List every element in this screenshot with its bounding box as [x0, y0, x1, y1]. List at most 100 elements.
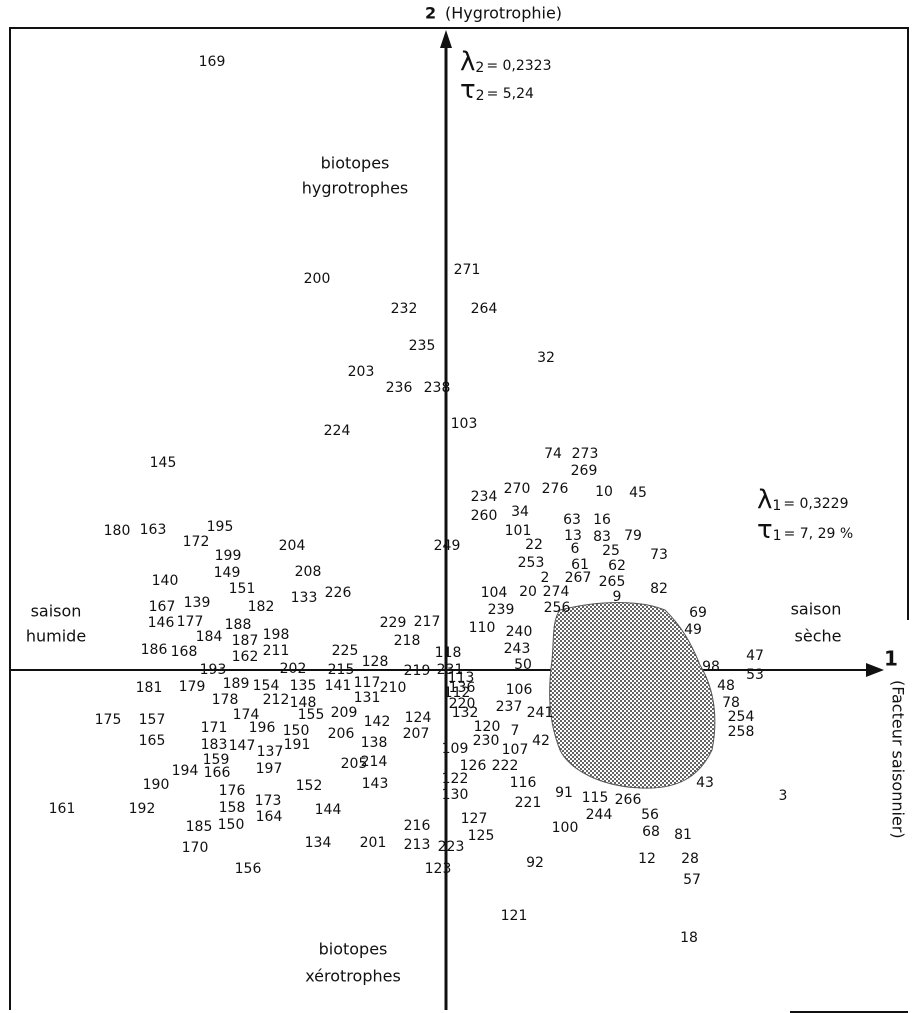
point-label: 92	[526, 855, 544, 871]
index: 2	[475, 60, 484, 76]
point-label: 74	[544, 446, 562, 462]
point-label: 16	[593, 512, 611, 528]
point-label: 155	[298, 707, 325, 723]
point-label: 199	[215, 548, 242, 564]
point-label: 56	[641, 807, 659, 823]
value: = 0,2323	[486, 58, 551, 74]
point-label: 128	[362, 654, 389, 670]
point-label: 130	[442, 787, 469, 803]
point-label: 79	[624, 528, 642, 544]
point-label: 83	[593, 529, 611, 545]
point-label: 171	[201, 720, 228, 736]
point-label: 204	[279, 538, 306, 554]
point-label: 100	[552, 820, 579, 836]
point-label: 150	[283, 723, 310, 739]
point-label: 91	[555, 785, 573, 801]
point-label: 127	[461, 811, 488, 827]
point-label: 110	[469, 620, 496, 636]
point-label: 239	[488, 602, 515, 618]
point-label: 101	[505, 523, 532, 539]
point-label: 264	[471, 301, 498, 317]
point-label: 113	[448, 670, 475, 686]
point-label: 148	[290, 695, 317, 711]
point-label: 144	[315, 802, 342, 818]
point-label: 61	[571, 557, 589, 573]
point-label: 240	[506, 624, 533, 640]
axis-2-name: (Hygrotrophie)	[445, 4, 562, 23]
point-label: 256	[544, 600, 571, 616]
point-label: 121	[501, 908, 528, 924]
point-label: 224	[324, 423, 351, 439]
point-label: 210	[380, 680, 407, 696]
point-label: 180	[104, 523, 131, 539]
point-label: 165	[139, 733, 166, 749]
point-label: 131	[354, 690, 381, 706]
lambda-stat: λ1 = 0,3229	[757, 485, 848, 515]
point-label: 81	[674, 827, 692, 843]
point-label: 209	[331, 705, 358, 721]
point-label: 216	[404, 818, 431, 834]
point-label: 82	[650, 581, 668, 597]
region-labels: biotopes hygrotrophes biotopes xérotroph…	[26, 154, 842, 986]
point-label: 164	[256, 809, 283, 825]
point-label: 230	[473, 733, 500, 749]
point-label: 234	[471, 489, 498, 505]
region-label: humide	[26, 627, 86, 646]
point-label: 269	[571, 463, 598, 479]
point-label: 195	[207, 519, 234, 535]
point-label: 253	[518, 555, 545, 571]
point-label: 194	[172, 763, 199, 779]
point-label: 193	[200, 662, 227, 678]
point-label: 188	[225, 617, 252, 633]
point-label: 221	[515, 795, 542, 811]
point-label: 98	[702, 659, 720, 675]
symbol: λ	[757, 485, 772, 515]
point-label: 117	[354, 675, 381, 691]
point-label: 258	[728, 724, 755, 740]
point-label: 200	[304, 271, 331, 287]
stippled-region	[549, 602, 716, 789]
point-label: 157	[139, 712, 166, 728]
point-label: 237	[496, 699, 523, 715]
point-label: 163	[140, 522, 167, 538]
point-label: 182	[248, 599, 275, 615]
point-label: 231	[437, 662, 464, 678]
point-label: 174	[233, 707, 260, 723]
point-label: 63	[563, 512, 581, 528]
value: = 5,24	[487, 86, 534, 102]
point-label: 238	[424, 380, 451, 396]
point-label: 187	[232, 633, 259, 649]
point-label: 3	[779, 788, 788, 804]
point-label: 168	[171, 644, 198, 660]
point-label: 145	[150, 455, 177, 471]
point-label: 107	[502, 742, 529, 758]
point-label: 159	[203, 752, 230, 768]
point-label: 276	[542, 481, 569, 497]
symbol: λ	[460, 47, 475, 77]
point-label: 137	[257, 744, 284, 760]
point-label: 103	[451, 416, 478, 432]
point-label: 249	[434, 538, 461, 554]
axis-1-number: 1	[884, 647, 898, 671]
point-label: 50	[514, 657, 532, 673]
point-label: 115	[582, 790, 609, 806]
point-label: 198	[263, 627, 290, 643]
point-label: 150	[218, 817, 245, 833]
point-label: 223	[438, 839, 465, 855]
point-label: 232	[391, 301, 418, 317]
point-label: 270	[504, 481, 531, 497]
point-label: 124	[405, 710, 432, 726]
point-label: 126	[460, 758, 487, 774]
point-label: 161	[49, 801, 76, 817]
point-label: 173	[255, 793, 282, 809]
point-label: 135	[290, 678, 317, 694]
point-label: 201	[360, 835, 387, 851]
point-label: 172	[183, 534, 210, 550]
point-label: 184	[196, 629, 223, 645]
point-label: 226	[325, 585, 352, 601]
point-label: 266	[615, 792, 642, 808]
arrow-1	[866, 663, 884, 677]
point-label: 177	[177, 614, 204, 630]
point-label: 9	[613, 589, 622, 605]
point-label: 196	[249, 720, 276, 736]
